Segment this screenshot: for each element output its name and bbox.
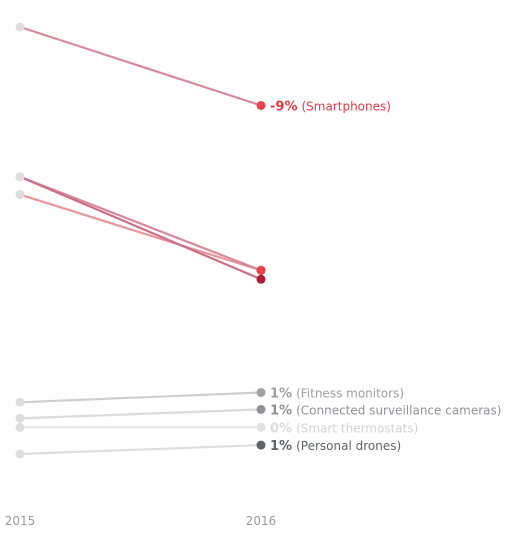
- series-line: [18, 175, 263, 272]
- series-name-label: (Smart thermostats): [296, 421, 418, 435]
- start-point: [15, 449, 25, 459]
- series-name-label: (Personal drones): [296, 439, 401, 453]
- series-dots: [15, 22, 266, 459]
- end-label: 0% (Smart thermostats): [270, 421, 418, 436]
- end-label: 1% (Connected surveillance cameras): [270, 403, 501, 418]
- series-line: [18, 193, 263, 272]
- end-point: [256, 274, 266, 284]
- pct-change-label: 0%: [270, 421, 292, 436]
- series-name-label: (Connected surveillance cameras): [296, 403, 501, 417]
- end-point: [256, 404, 266, 414]
- end-point: [256, 422, 266, 432]
- start-point: [15, 413, 25, 423]
- start-point: [15, 422, 25, 432]
- x-axis: 2015 2016: [5, 514, 277, 528]
- end-labels: -9% (Smartphones) 1% (Fitness monitors) 1% (C…: [270, 99, 501, 454]
- pct-change-label: 1%: [270, 403, 292, 418]
- end-point: [256, 440, 266, 450]
- series-line: [18, 391, 263, 404]
- x-tick-label-2016: 2016: [246, 514, 277, 528]
- end-point: [256, 100, 266, 110]
- pct-change-label: -9%: [270, 99, 297, 114]
- start-point: [15, 190, 25, 200]
- series-name-label: (Smartphones): [301, 99, 390, 113]
- pct-change-label: 1%: [270, 386, 292, 401]
- end-label: 1% (Fitness monitors): [270, 386, 404, 401]
- end-point: [256, 265, 266, 275]
- end-point: [256, 387, 266, 397]
- end-label: -9% (Smartphones): [270, 99, 391, 114]
- series-line: [18, 175, 263, 281]
- start-point: [15, 22, 25, 32]
- x-tick-label-2015: 2015: [5, 514, 36, 528]
- series-line: [18, 408, 263, 420]
- series-line: [18, 443, 263, 456]
- start-point: [15, 397, 25, 407]
- end-label: 1% (Personal drones): [270, 439, 401, 454]
- series-name-label: (Fitness monitors): [296, 386, 404, 400]
- series-lines: [18, 25, 263, 456]
- series-line: [18, 25, 263, 107]
- start-point: [15, 172, 25, 182]
- pct-change-label: 1%: [270, 439, 292, 454]
